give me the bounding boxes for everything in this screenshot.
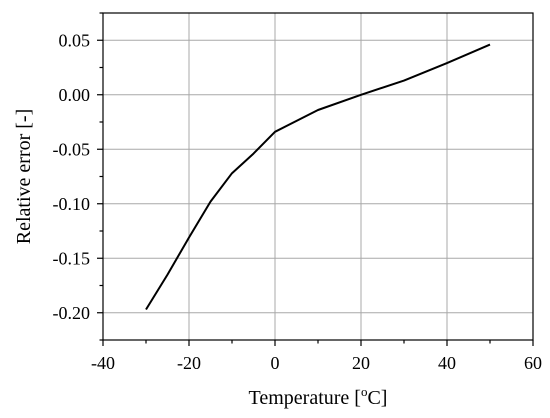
tick-labels: -40 -20 0 20 40 60 -0.20 -0.15 -0.10 -0.05 0.00 0.0… <box>53 30 543 373</box>
y-tick-label: -0.05 <box>53 139 91 159</box>
x-tick-label: -40 <box>91 353 115 373</box>
x-axis-title-main: Temperature [ <box>249 387 361 409</box>
y-tick-label: 0.05 <box>59 30 91 50</box>
y-tick-label: -0.10 <box>53 194 91 214</box>
x-tick-label: 0 <box>271 353 280 373</box>
y-tick-label: 0.00 <box>59 85 91 105</box>
y-axis-title: Relative error [-] <box>13 109 35 244</box>
x-axis-title: Temperature [oC] <box>249 384 388 409</box>
x-axis-title-tail: C] <box>367 387 387 409</box>
y-tick-label: -0.20 <box>53 303 91 323</box>
plot-frame <box>102 12 534 341</box>
series-group <box>145 43 491 311</box>
axis-ticks <box>97 12 534 346</box>
grid-lines <box>103 13 533 340</box>
x-tick-label: 40 <box>438 353 456 373</box>
y-tick-label: -0.15 <box>53 248 91 268</box>
x-tick-label: 60 <box>524 353 542 373</box>
x-axis-title-sup: o <box>361 384 368 399</box>
data-series-line <box>145 43 491 311</box>
x-tick-label: 20 <box>352 353 370 373</box>
x-tick-label: -20 <box>177 353 201 373</box>
